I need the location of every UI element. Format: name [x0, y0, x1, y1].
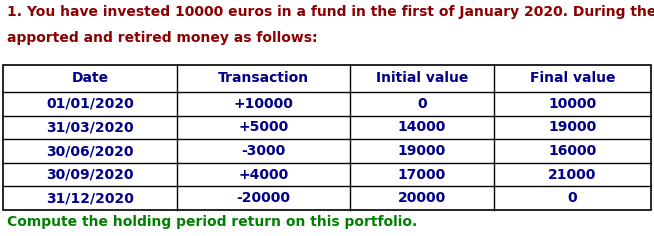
Text: +5000: +5000 [238, 120, 288, 135]
Text: Initial value: Initial value [375, 72, 468, 85]
Text: 31/03/2020: 31/03/2020 [46, 120, 133, 135]
Text: -20000: -20000 [236, 191, 290, 205]
Text: Final value: Final value [530, 72, 615, 85]
Text: 1. You have invested 10000 euros in a fund in the first of January 2020. During : 1. You have invested 10000 euros in a fu… [7, 5, 654, 19]
Text: 14000: 14000 [398, 120, 446, 135]
Text: 30/09/2020: 30/09/2020 [46, 168, 133, 182]
Text: 19000: 19000 [398, 144, 446, 158]
Text: Compute the holding period return on this portfolio.: Compute the holding period return on thi… [7, 215, 417, 229]
Text: 21000: 21000 [548, 168, 596, 182]
Text: 0: 0 [417, 97, 426, 111]
Text: 19000: 19000 [548, 120, 596, 135]
Text: apported and retired money as follows:: apported and retired money as follows: [7, 31, 317, 45]
Text: 01/01/2020: 01/01/2020 [46, 97, 134, 111]
Text: Date: Date [71, 72, 109, 85]
Text: -3000: -3000 [241, 144, 285, 158]
Text: 0: 0 [568, 191, 577, 205]
Text: 20000: 20000 [398, 191, 446, 205]
Text: +10000: +10000 [233, 97, 293, 111]
Text: +4000: +4000 [238, 168, 288, 182]
Text: Transaction: Transaction [218, 72, 309, 85]
Text: 17000: 17000 [398, 168, 446, 182]
Text: 10000: 10000 [548, 97, 596, 111]
Text: 16000: 16000 [548, 144, 596, 158]
Text: 31/12/2020: 31/12/2020 [46, 191, 134, 205]
Text: 30/06/2020: 30/06/2020 [46, 144, 133, 158]
